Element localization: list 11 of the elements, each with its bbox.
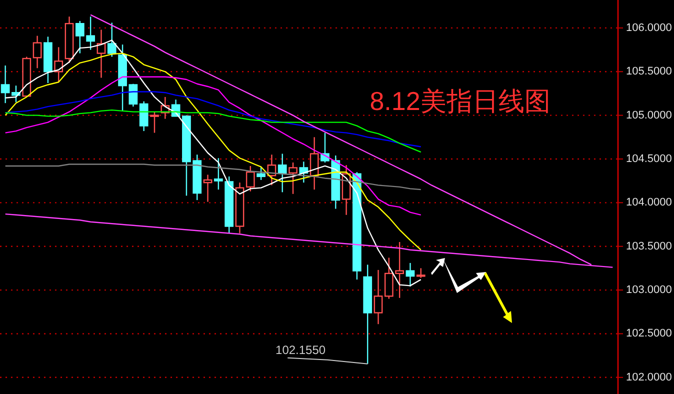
text: 8.12美指日线图 xyxy=(370,86,550,116)
y-tick-label: 105.0000 xyxy=(626,109,672,122)
annotation: 102.1550 xyxy=(276,342,326,357)
y-tick-label: 102.5000 xyxy=(626,328,672,340)
y-tick-label: 104.0000 xyxy=(626,196,672,209)
y-tick-label: 104.5000 xyxy=(626,153,672,165)
y-tick-label: 103.5000 xyxy=(626,240,672,252)
y-tick-label: 106.0000 xyxy=(626,22,672,34)
y-tick-label: 105.5000 xyxy=(626,66,672,78)
y-tick-label: 102.0000 xyxy=(626,371,672,384)
y-tick-label: 103.0000 xyxy=(626,284,672,296)
